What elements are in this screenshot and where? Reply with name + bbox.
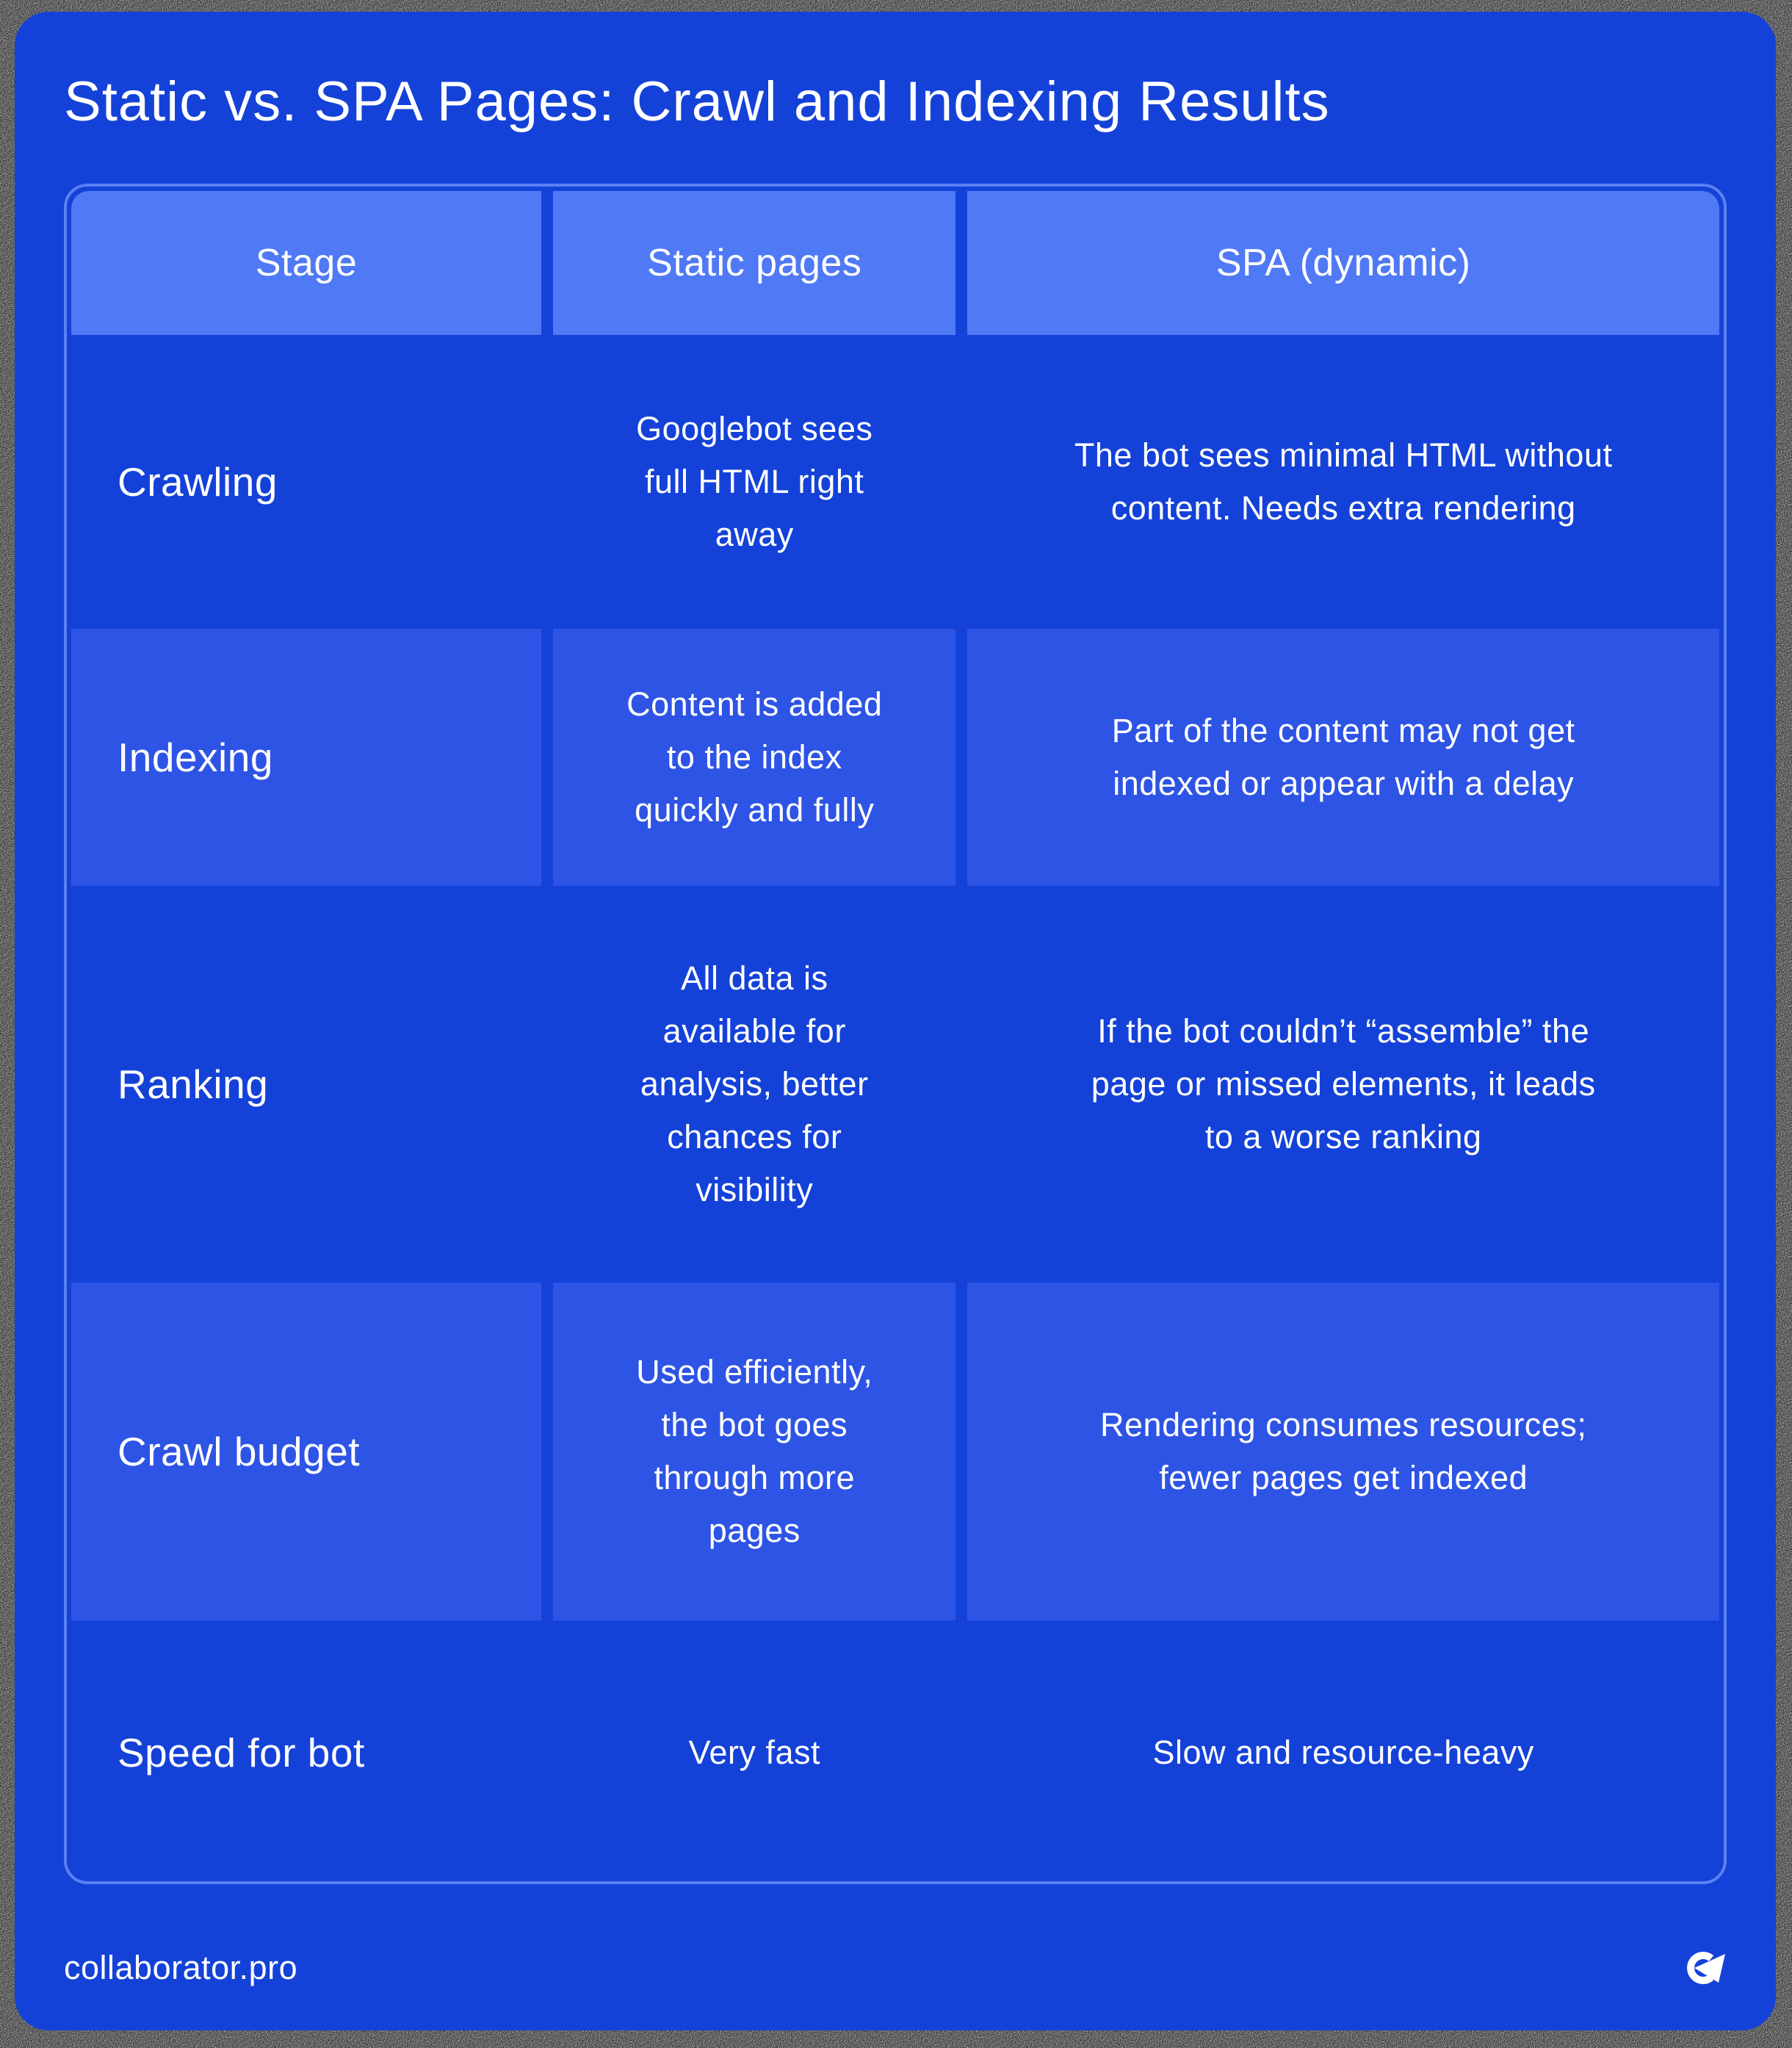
cell-ranking-spa: If the bot couldn’t “assemble” the page … bbox=[1091, 1012, 1596, 1156]
cell-crawling-spa: The bot sees minimal HTML without conten… bbox=[1074, 436, 1613, 527]
collaborator-logo-icon bbox=[1687, 1952, 1725, 1985]
cell-speed-for-bot-static: Very fast bbox=[688, 1733, 821, 1771]
cell-crawl-budget-spa: Rendering consumes resources; fewer page… bbox=[967, 1283, 1719, 1621]
footer-site-label: collaborator.pro bbox=[64, 1949, 298, 1987]
cell-indexing-static: Content is added to the index quickly an… bbox=[553, 629, 956, 887]
column-header-static-pages: Static pages bbox=[553, 191, 956, 336]
cell-crawling-static: Googlebot sees full HTML right away bbox=[636, 410, 873, 554]
row-label-crawl-budget: Crawl budget bbox=[71, 1283, 542, 1621]
column-header-spa-dynamic: SPA (dynamic) bbox=[967, 191, 1719, 336]
infographic-card: Static vs. SPA Pages: Crawl and Indexing… bbox=[15, 12, 1776, 2030]
row-label-crawling: Crawling bbox=[118, 459, 278, 505]
row-label-ranking: Ranking bbox=[118, 1061, 269, 1108]
page-title: Static vs. SPA Pages: Crawl and Indexing… bbox=[64, 71, 1330, 133]
row-label-speed-for-bot: Speed for bot bbox=[118, 1729, 365, 1775]
column-header-stage: Stage bbox=[71, 191, 542, 336]
cell-indexing-spa: Part of the content may not get indexed … bbox=[967, 629, 1719, 887]
cell-ranking-static: All data is available for analysis, bett… bbox=[640, 959, 869, 1209]
comparison-table: Stage Static pages SPA (dynamic) Crawlin… bbox=[64, 184, 1727, 1885]
cell-crawl-budget-static: Used efficiently, the bot goes through m… bbox=[553, 1283, 956, 1621]
footer: collaborator.pro bbox=[64, 1949, 1727, 1987]
row-label-indexing: Indexing bbox=[71, 629, 542, 887]
cell-speed-for-bot-spa: Slow and resource-heavy bbox=[1152, 1733, 1534, 1771]
